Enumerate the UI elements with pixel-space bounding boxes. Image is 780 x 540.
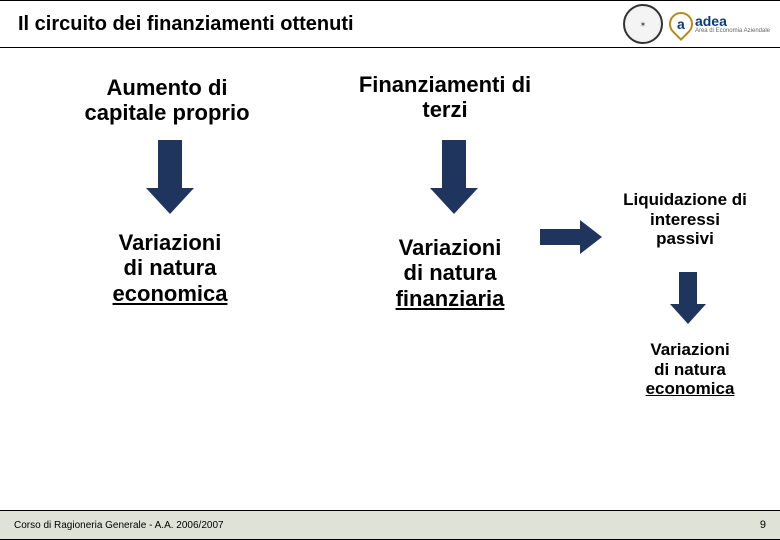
adea-subtitle: Area di Economia Aziendale — [695, 28, 770, 34]
slide-title: Il circuito dei finanziamenti ottenuti — [0, 13, 623, 36]
header-bar: Il circuito dei finanziamenti ottenuti ✶… — [0, 0, 780, 48]
page-number: 9 — [760, 519, 766, 531]
university-seal-icon: ✶ — [623, 4, 663, 44]
course-label: Corso di Ragioneria Generale - A.A. 2006… — [14, 520, 224, 531]
adea-logo-text: adea Area di Economia Aziendale — [695, 14, 770, 34]
text-line: terzi — [330, 97, 560, 122]
block-finanziamenti-terzi: Finanziamenti di terzi — [330, 72, 560, 123]
text-line: capitale proprio — [52, 100, 282, 125]
arrow-right-icon — [540, 220, 602, 254]
block-variazioni-economica-left: Variazioni di natura economica — [90, 230, 250, 306]
text-line: di natura — [625, 360, 755, 380]
block-variazioni-economica-right: Variazioni di natura economica — [625, 340, 755, 399]
text-line: economica — [90, 281, 250, 306]
adea-name: adea — [695, 14, 770, 28]
adea-mark-icon: a — [664, 7, 698, 41]
adea-logo: a adea Area di Economia Aziendale — [669, 12, 770, 36]
text-line: Liquidazione di — [605, 190, 765, 210]
text-line: passivi — [605, 229, 765, 249]
text-line: Aumento di — [52, 75, 282, 100]
arrow-down-icon — [670, 272, 706, 324]
block-liquidazione-interessi: Liquidazione di interessi passivi — [605, 190, 765, 249]
text-line: finanziaria — [370, 286, 530, 311]
block-variazioni-finanziaria: Variazioni di natura finanziaria — [370, 235, 530, 311]
arrow-down-icon — [146, 140, 194, 214]
text-line: Variazioni — [625, 340, 755, 360]
arrow-down-icon — [430, 140, 478, 214]
footer-bar: Corso di Ragioneria Generale - A.A. 2006… — [0, 510, 780, 540]
text-line: interessi — [605, 210, 765, 230]
text-line: di natura — [90, 255, 250, 280]
text-line: Finanziamenti di — [330, 72, 560, 97]
header-logos: ✶ a adea Area di Economia Aziendale — [623, 0, 780, 48]
block-aumento-capitale: Aumento di capitale proprio — [52, 75, 282, 126]
content-area: Aumento di capitale proprio Finanziament… — [0, 48, 780, 510]
text-line: Variazioni — [370, 235, 530, 260]
text-line: Variazioni — [90, 230, 250, 255]
slide: Il circuito dei finanziamenti ottenuti ✶… — [0, 0, 780, 540]
text-line: di natura — [370, 260, 530, 285]
text-line: economica — [625, 379, 755, 399]
